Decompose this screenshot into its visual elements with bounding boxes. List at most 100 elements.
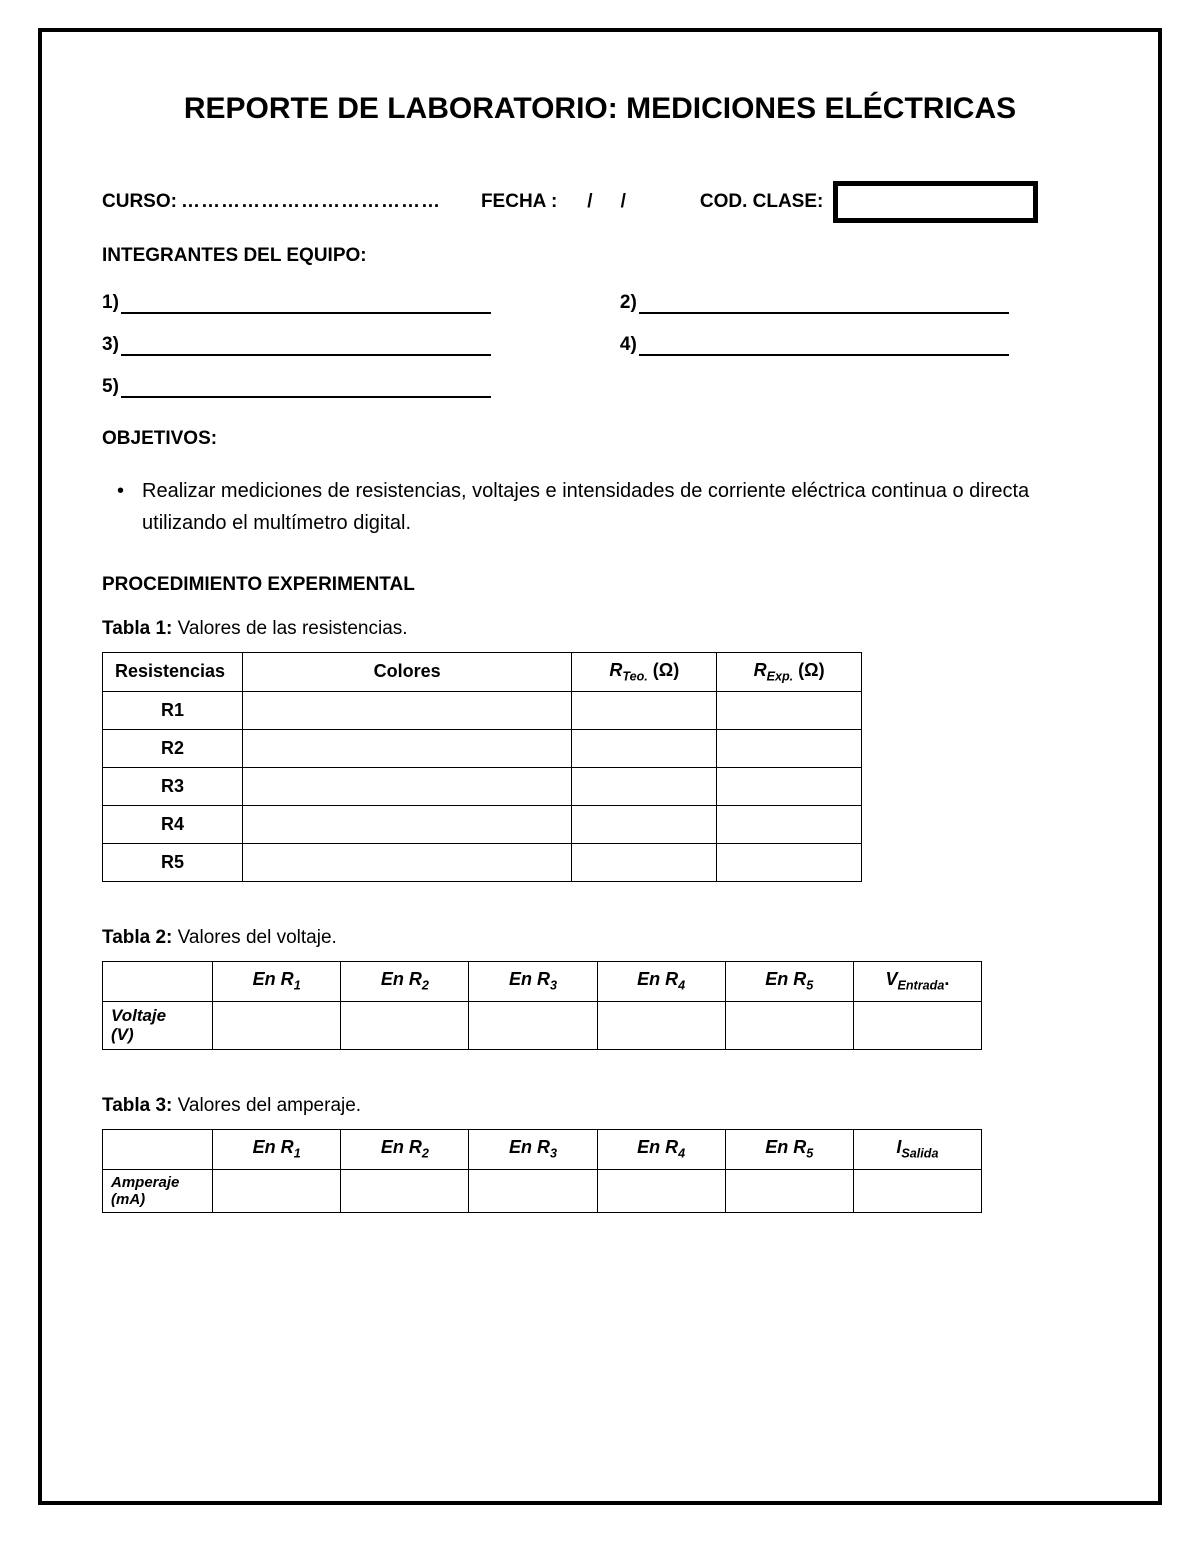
tabla2-v-r4[interactable]: [597, 1001, 725, 1049]
tabla2-header-row: En R1 En R2 En R3 En R4 En R5 VEntrada.: [103, 961, 982, 1001]
t3-enr2-sub: 2: [422, 1147, 429, 1161]
tabla1-r1-label: R1: [103, 691, 243, 729]
tabla2-caption: Tabla 2: Valores del voltaje.: [102, 927, 1098, 949]
member-2: 2): [620, 292, 1098, 314]
page-title: REPORTE DE LABORATORIO: MEDICIONES ELÉCT…: [102, 92, 1098, 126]
t2-enr5-pre: En R: [765, 969, 806, 989]
tabla3-data-row: Amperaje (mA): [103, 1169, 982, 1213]
tabla2: En R1 En R2 En R3 En R4 En R5 VEntrada. …: [102, 961, 982, 1050]
tabla2-h-r4: En R4: [597, 961, 725, 1001]
t2-vent-pre: V: [885, 969, 897, 989]
tabla2-v-r1[interactable]: [213, 1001, 341, 1049]
tabla1-r2-rteo[interactable]: [572, 729, 717, 767]
objetivo-item: • Realizar mediciones de resistencias, v…: [112, 475, 1098, 539]
tabla1-h-colores: Colores: [242, 653, 571, 692]
t2-vent-sub: Entrada: [897, 979, 944, 993]
t3-enr4-pre: En R: [637, 1137, 678, 1157]
tabla3-h-r5: En R5: [725, 1129, 853, 1169]
objetivos-heading: OBJETIVOS:: [102, 428, 1098, 450]
tabla3-h-r1: En R1: [213, 1129, 341, 1169]
member-1-line[interactable]: [121, 295, 491, 314]
tabla1-r5-colores[interactable]: [242, 843, 571, 881]
fecha-slash-1: /: [587, 191, 592, 213]
tabla3-h-isalida: ISalida: [853, 1129, 981, 1169]
tabla1-row-r1: R1: [103, 691, 862, 729]
tabla1-caption-text: Valores de las resistencias.: [172, 618, 407, 639]
tabla1-r4-colores[interactable]: [242, 805, 571, 843]
tabla1-h-resistencias: Resistencias: [103, 653, 243, 692]
tabla1-r4-label: R4: [103, 805, 243, 843]
tabla1-rexp-R: R: [754, 660, 767, 680]
tabla2-v-r2[interactable]: [341, 1001, 469, 1049]
t2-enr2-pre: En R: [381, 969, 422, 989]
t2-enr3-pre: En R: [509, 969, 550, 989]
member-1: 1): [102, 292, 580, 314]
tabla1-caption: Tabla 1: Valores de las resistencias.: [102, 618, 1098, 640]
t2-enr1-pre: En R: [253, 969, 294, 989]
tabla1-r3-rexp[interactable]: [717, 767, 862, 805]
tabla3-a-r5[interactable]: [725, 1169, 853, 1213]
objetivo-text: Realizar mediciones de resistencias, vol…: [142, 475, 1098, 539]
tabla1-r1-rteo[interactable]: [572, 691, 717, 729]
tabla1-r3-colores[interactable]: [242, 767, 571, 805]
tabla3-h-blank: [103, 1129, 213, 1169]
member-2-line[interactable]: [639, 295, 1009, 314]
t3-rl-2: (mA): [111, 1191, 145, 1208]
member-3: 3): [102, 334, 580, 356]
t2-enr4-pre: En R: [637, 969, 678, 989]
fecha-label: FECHA :: [481, 191, 557, 213]
tabla3-a-r2[interactable]: [341, 1169, 469, 1213]
tabla3-h-r3: En R3: [469, 1129, 597, 1169]
tabla1-r4-rteo[interactable]: [572, 805, 717, 843]
tabla1-r5-rteo[interactable]: [572, 843, 717, 881]
tabla2-h-blank: [103, 961, 213, 1001]
member-5: 5): [102, 376, 580, 398]
tabla1-r3-label: R3: [103, 767, 243, 805]
tabla2-v-entrada[interactable]: [853, 1001, 981, 1049]
tabla2-h-r2: En R2: [341, 961, 469, 1001]
t3-isal-sub: Salida: [901, 1147, 938, 1161]
t2-enr5-sub: 5: [806, 979, 813, 993]
tabla2-caption-text: Valores del voltaje.: [172, 927, 336, 948]
tabla2-h-r3: En R3: [469, 961, 597, 1001]
tabla3-h-r2: En R2: [341, 1129, 469, 1169]
member-3-num: 3): [102, 334, 119, 356]
tabla2-rowlabel: Voltaje (V): [103, 1001, 213, 1049]
t3-enr3-sub: 3: [550, 1147, 557, 1161]
tabla2-h-r5: En R5: [725, 961, 853, 1001]
tabla1-r2-label: R2: [103, 729, 243, 767]
tabla1-r4-rexp[interactable]: [717, 805, 862, 843]
tabla1-r5-rexp[interactable]: [717, 843, 862, 881]
procedimiento-heading: PROCEDIMIENTO EXPERIMENTAL: [102, 574, 1098, 596]
cod-clase-box[interactable]: [833, 181, 1038, 223]
cod-clase-label: COD. CLASE:: [700, 191, 824, 213]
tabla3-header-row: En R1 En R2 En R3 En R4 En R5 ISalida: [103, 1129, 982, 1169]
tabla3-a-r3[interactable]: [469, 1169, 597, 1213]
tabla1-r2-rexp[interactable]: [717, 729, 862, 767]
tabla3-a-salida[interactable]: [853, 1169, 981, 1213]
tabla1-r1-rexp[interactable]: [717, 691, 862, 729]
tabla1-caption-bold: Tabla 1:: [102, 618, 172, 639]
tabla2-h-ventrada: VEntrada.: [853, 961, 981, 1001]
tabla1-r3-rteo[interactable]: [572, 767, 717, 805]
info-row: CURSO: ………………………………… FECHA : / / COD. CL…: [102, 181, 1098, 223]
tabla1-r2-colores[interactable]: [242, 729, 571, 767]
curso-label: CURSO:: [102, 191, 177, 213]
fecha-slash-2: /: [621, 191, 626, 213]
member-3-line[interactable]: [121, 337, 491, 356]
tabla1-r1-colores[interactable]: [242, 691, 571, 729]
member-5-line[interactable]: [121, 379, 491, 398]
tabla3-caption-bold: Tabla 3:: [102, 1095, 172, 1116]
member-4: 4): [620, 334, 1098, 356]
tabla2-v-r5[interactable]: [725, 1001, 853, 1049]
t2-enr1-sub: 1: [294, 979, 301, 993]
curso-dots: …………………………………: [181, 191, 441, 213]
tabla1-rexp-sub: Exp.: [767, 670, 794, 684]
page-border: REPORTE DE LABORATORIO: MEDICIONES ELÉCT…: [38, 28, 1162, 1505]
member-4-line[interactable]: [639, 337, 1009, 356]
tabla3-caption-text: Valores del amperaje.: [172, 1095, 361, 1116]
tabla2-v-r3[interactable]: [469, 1001, 597, 1049]
tabla3-a-r4[interactable]: [597, 1169, 725, 1213]
tabla3: En R1 En R2 En R3 En R4 En R5 ISalida Am…: [102, 1129, 982, 1214]
tabla3-a-r1[interactable]: [213, 1169, 341, 1213]
